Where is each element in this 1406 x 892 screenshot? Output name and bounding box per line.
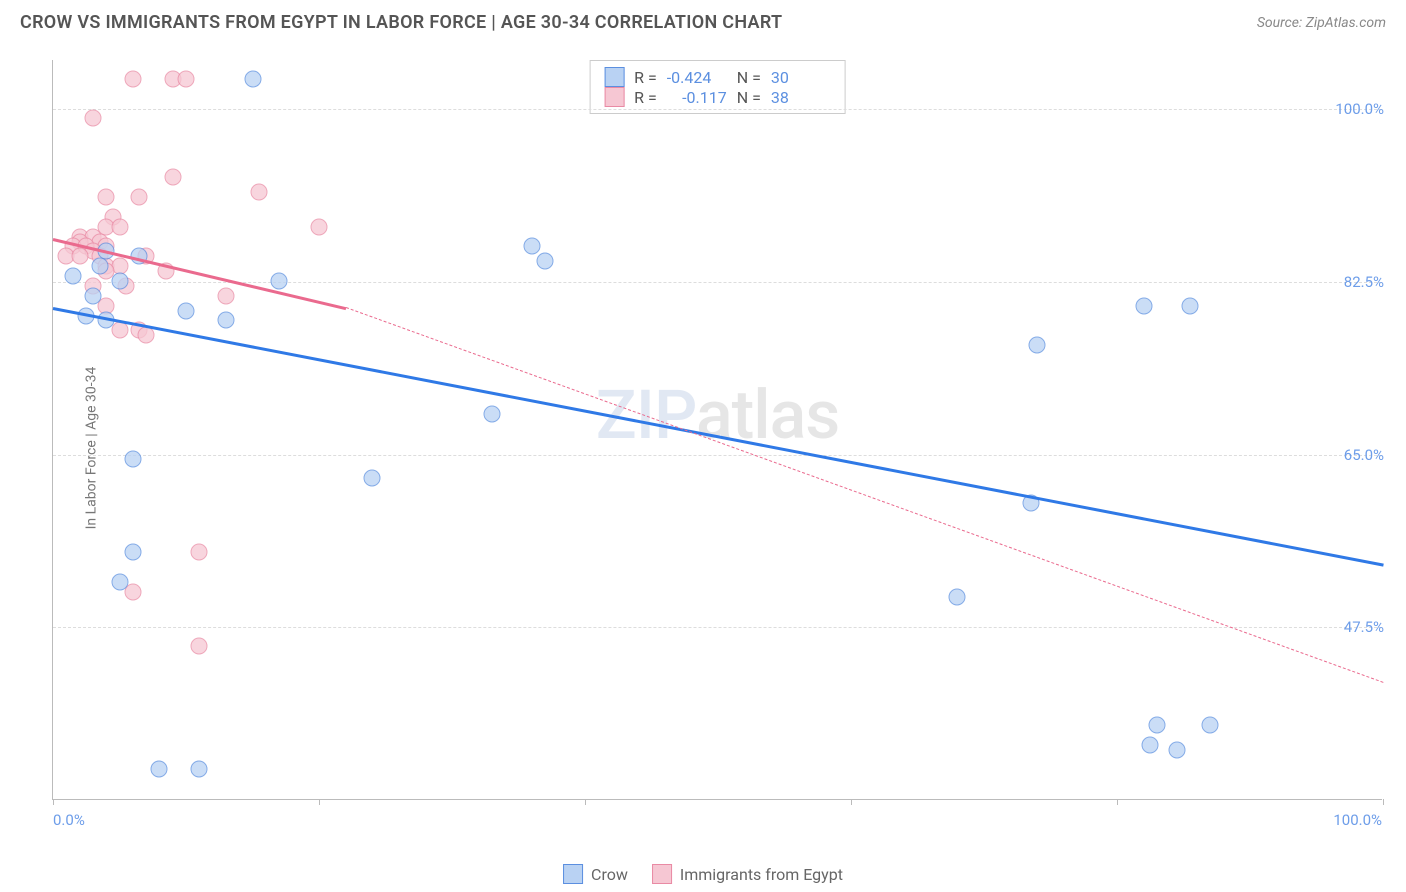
y-tick-label: 65.0% bbox=[1344, 446, 1384, 464]
plot-area: ZIPatlas R = -0.424 N = 30 R = -0.117 N … bbox=[52, 60, 1382, 800]
legend-swatch-icon bbox=[652, 864, 672, 884]
stat-r-label: R = bbox=[634, 88, 657, 107]
scatter-point-egypt bbox=[251, 184, 268, 201]
scatter-point-crow bbox=[1029, 337, 1046, 354]
y-tick-label: 47.5% bbox=[1344, 618, 1384, 636]
scatter-point-crow bbox=[271, 273, 288, 290]
scatter-point-egypt bbox=[124, 70, 141, 87]
scatter-point-crow bbox=[1182, 297, 1199, 314]
scatter-point-crow bbox=[1148, 717, 1165, 734]
scatter-point-crow bbox=[111, 273, 128, 290]
scatter-point-egypt bbox=[111, 218, 128, 235]
bottom-legend: Crow Immigrants from Egypt bbox=[563, 864, 843, 884]
x-tick-label: 100.0% bbox=[1333, 811, 1382, 829]
gridline bbox=[53, 282, 1382, 283]
scatter-point-egypt bbox=[191, 544, 208, 561]
watermark: ZIPatlas bbox=[596, 375, 840, 455]
scatter-point-crow bbox=[64, 268, 81, 285]
trendline bbox=[53, 307, 1384, 566]
stat-r-value: -0.424 bbox=[667, 68, 727, 87]
chart-source: Source: ZipAtlas.com bbox=[1257, 15, 1386, 31]
stat-legend-row: R = -0.424 N = 30 bbox=[604, 67, 831, 87]
scatter-point-crow bbox=[124, 544, 141, 561]
scatter-point-crow bbox=[523, 238, 540, 255]
stat-r-label: R = bbox=[634, 68, 657, 87]
scatter-point-crow bbox=[1202, 717, 1219, 734]
scatter-point-crow bbox=[1142, 736, 1159, 753]
gridline bbox=[53, 455, 1382, 456]
scatter-point-crow bbox=[364, 470, 381, 487]
legend-item: Crow bbox=[563, 864, 628, 884]
scatter-point-egypt bbox=[138, 327, 155, 344]
scatter-point-egypt bbox=[71, 248, 88, 265]
watermark-atlas: atlas bbox=[696, 375, 839, 455]
scatter-point-crow bbox=[483, 406, 500, 423]
stat-n-value: 38 bbox=[771, 88, 831, 107]
legend-swatch-icon bbox=[604, 67, 624, 87]
scatter-point-egypt bbox=[191, 638, 208, 655]
scatter-point-egypt bbox=[217, 287, 234, 304]
legend-label: Immigrants from Egypt bbox=[680, 865, 843, 884]
scatter-point-crow bbox=[91, 258, 108, 275]
scatter-point-crow bbox=[1135, 297, 1152, 314]
x-tick bbox=[851, 799, 852, 805]
x-tick bbox=[319, 799, 320, 805]
scatter-point-crow bbox=[217, 312, 234, 329]
stat-legend: R = -0.424 N = 30 R = -0.117 N = 38 bbox=[589, 60, 846, 114]
gridline bbox=[53, 109, 1382, 110]
stat-n-value: 30 bbox=[771, 68, 831, 87]
scatter-point-crow bbox=[124, 450, 141, 467]
stat-legend-row: R = -0.117 N = 38 bbox=[604, 87, 831, 107]
chart-container: In Labor Force | Age 30-34 ZIPatlas R = … bbox=[0, 48, 1406, 848]
y-tick-label: 100.0% bbox=[1335, 100, 1384, 118]
scatter-point-egypt bbox=[98, 189, 115, 206]
trendline bbox=[345, 307, 1383, 683]
scatter-point-crow bbox=[191, 761, 208, 778]
scatter-point-crow bbox=[178, 302, 195, 319]
x-tick bbox=[53, 799, 54, 805]
y-tick-label: 82.5% bbox=[1344, 273, 1384, 291]
scatter-point-egypt bbox=[311, 218, 328, 235]
stat-r-value: -0.117 bbox=[667, 88, 727, 107]
legend-item: Immigrants from Egypt bbox=[652, 864, 843, 884]
scatter-point-crow bbox=[537, 253, 554, 270]
stat-n-label: N = bbox=[737, 68, 761, 87]
scatter-point-crow bbox=[151, 761, 168, 778]
chart-title: CROW VS IMMIGRANTS FROM EGYPT IN LABOR F… bbox=[20, 12, 782, 33]
scatter-point-egypt bbox=[178, 70, 195, 87]
legend-swatch-icon bbox=[604, 87, 624, 107]
x-tick bbox=[585, 799, 586, 805]
chart-header: CROW VS IMMIGRANTS FROM EGYPT IN LABOR F… bbox=[0, 0, 1406, 41]
stat-n-label: N = bbox=[737, 88, 761, 107]
scatter-point-egypt bbox=[84, 110, 101, 127]
scatter-point-crow bbox=[84, 287, 101, 304]
legend-swatch-icon bbox=[563, 864, 583, 884]
x-tick bbox=[1117, 799, 1118, 805]
scatter-point-crow bbox=[949, 588, 966, 605]
scatter-point-crow bbox=[244, 70, 261, 87]
scatter-point-crow bbox=[1168, 741, 1185, 758]
x-tick bbox=[1383, 799, 1384, 805]
scatter-point-egypt bbox=[164, 169, 181, 186]
legend-label: Crow bbox=[591, 865, 628, 884]
scatter-point-egypt bbox=[131, 189, 148, 206]
scatter-point-crow bbox=[111, 573, 128, 590]
x-tick-label: 0.0% bbox=[53, 811, 85, 829]
gridline bbox=[53, 627, 1382, 628]
